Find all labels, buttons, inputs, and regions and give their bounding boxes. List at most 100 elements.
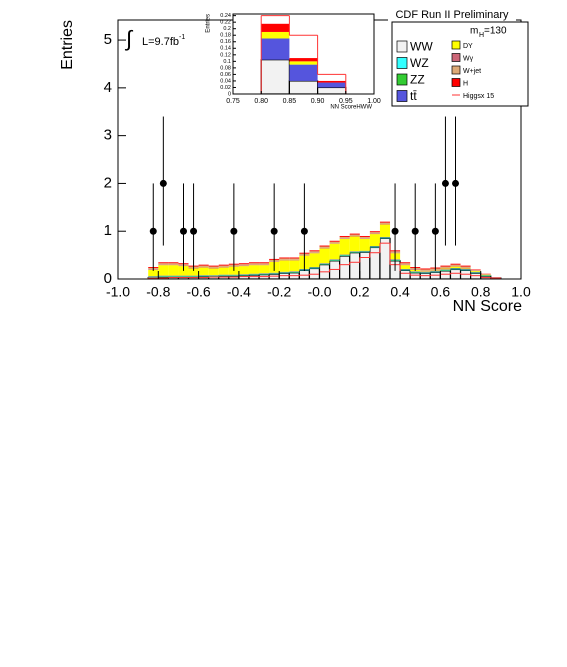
x-tick-label: -0.2 [267,284,291,300]
bar-segment [409,272,421,279]
bar-segment [450,263,461,265]
bar-segment [369,231,380,233]
lumi-symbol: ∫ [124,26,134,51]
bar-segment [359,235,370,237]
bar-segment [339,238,350,255]
bar-segment [218,265,229,268]
bar-segment [319,248,330,264]
bar-segment [148,269,159,277]
bar-segment [261,38,290,60]
bar-segment [359,236,370,239]
data-point [300,227,308,235]
legend-label: ZZ [410,73,425,87]
bar-segment [420,268,431,270]
legend-swatch [396,57,408,69]
x-tick-label: -0.8 [146,284,170,300]
bar-segment [349,236,360,252]
x-tick-label: -1.0 [106,284,130,300]
legend-label: H [463,80,468,87]
x-tick-label: 0.80 [254,98,268,105]
x-axis-label: NN Score [453,298,522,315]
bar-segment [168,262,179,264]
bar-segment [238,264,249,266]
data-point [159,179,167,187]
bar-segment [420,269,431,271]
bar-segment [248,265,260,274]
y-axis-label: Entries [206,14,212,33]
bar-segment [289,257,300,259]
bar-segment [339,255,351,279]
data-point [270,227,278,235]
bar-segment [248,263,260,265]
bar-segment [279,257,290,259]
legend-swatch [396,73,408,86]
bar-segment [309,250,320,252]
bar-segment [349,234,360,236]
plot-area [233,15,374,94]
y-tick-label: 0.14 [220,46,231,52]
bar-segment [379,222,391,225]
bar-segment [317,82,346,88]
bar-segment [359,238,370,251]
bar-segment [248,262,260,264]
bar-segment [260,59,291,94]
data-point [179,227,187,235]
y-tick-label: 5 [104,31,112,48]
y-tick-label: 0.22 [220,20,231,26]
y-tick-label: 2 [104,174,112,191]
bar-segment [168,263,179,265]
x-tick-label: 0.95 [339,98,353,105]
x-axis-label: NN ScoreHWW [330,105,372,111]
bar-segment [289,64,318,81]
bar-segment [460,265,471,267]
y-axis-label: Entries [59,20,76,70]
chart-title: CDF Run II Preliminary [395,9,509,21]
lumi-exponent: -1 [179,34,185,41]
bar-segment [349,233,360,235]
bar-segment [289,258,300,260]
bar-segment [369,246,381,279]
data-point [431,227,439,235]
y-tick-label: 0 [104,270,112,287]
bar-segment [399,269,411,279]
bar-segment [440,265,451,267]
bar-segment [218,267,229,275]
y-tick-label: 0.04 [220,78,231,84]
legend-swatch [451,78,461,87]
bar-segment [440,268,451,270]
plot-frame [232,13,375,95]
bar-segment [208,265,219,267]
bar-segment [317,86,347,94]
bar-segment [439,270,452,279]
y-tick-label: 0.24 [220,13,231,19]
x-tick-label: 0.8 [471,284,491,300]
legend-swatch [396,40,408,53]
data-point [391,227,399,235]
x-tick-label: -0.4 [227,284,251,300]
legend-label: tt̄ [410,89,417,103]
data-point [411,227,419,235]
bar-segment [369,232,380,234]
bar-segment [158,263,169,265]
bar-segment [158,262,169,264]
x-tick-label: 0.90 [311,98,325,105]
bar-segment [450,264,461,267]
bar-segment [198,267,209,276]
bar-segment [400,265,411,269]
x-tick-label: 0.2 [350,284,370,300]
legend-label: Higgsx 15 [463,93,494,100]
bar-segment [309,251,320,253]
bar-segment [168,265,179,276]
bar-segment [440,266,451,269]
x-tick-label: 0.75 [226,98,240,105]
bar-segment [379,221,391,223]
y-tick-label: 0.12 [220,52,231,58]
bar-segment [319,245,330,247]
bar-segment [259,265,270,274]
bar-segment [279,258,290,260]
bar-segment [208,266,219,269]
y-tick-label: 0.18 [220,33,231,39]
x-tick-label: 1.0 [511,284,531,300]
x-tick-label: 0.4 [390,284,410,300]
x-tick-label: 1.00 [367,98,381,105]
